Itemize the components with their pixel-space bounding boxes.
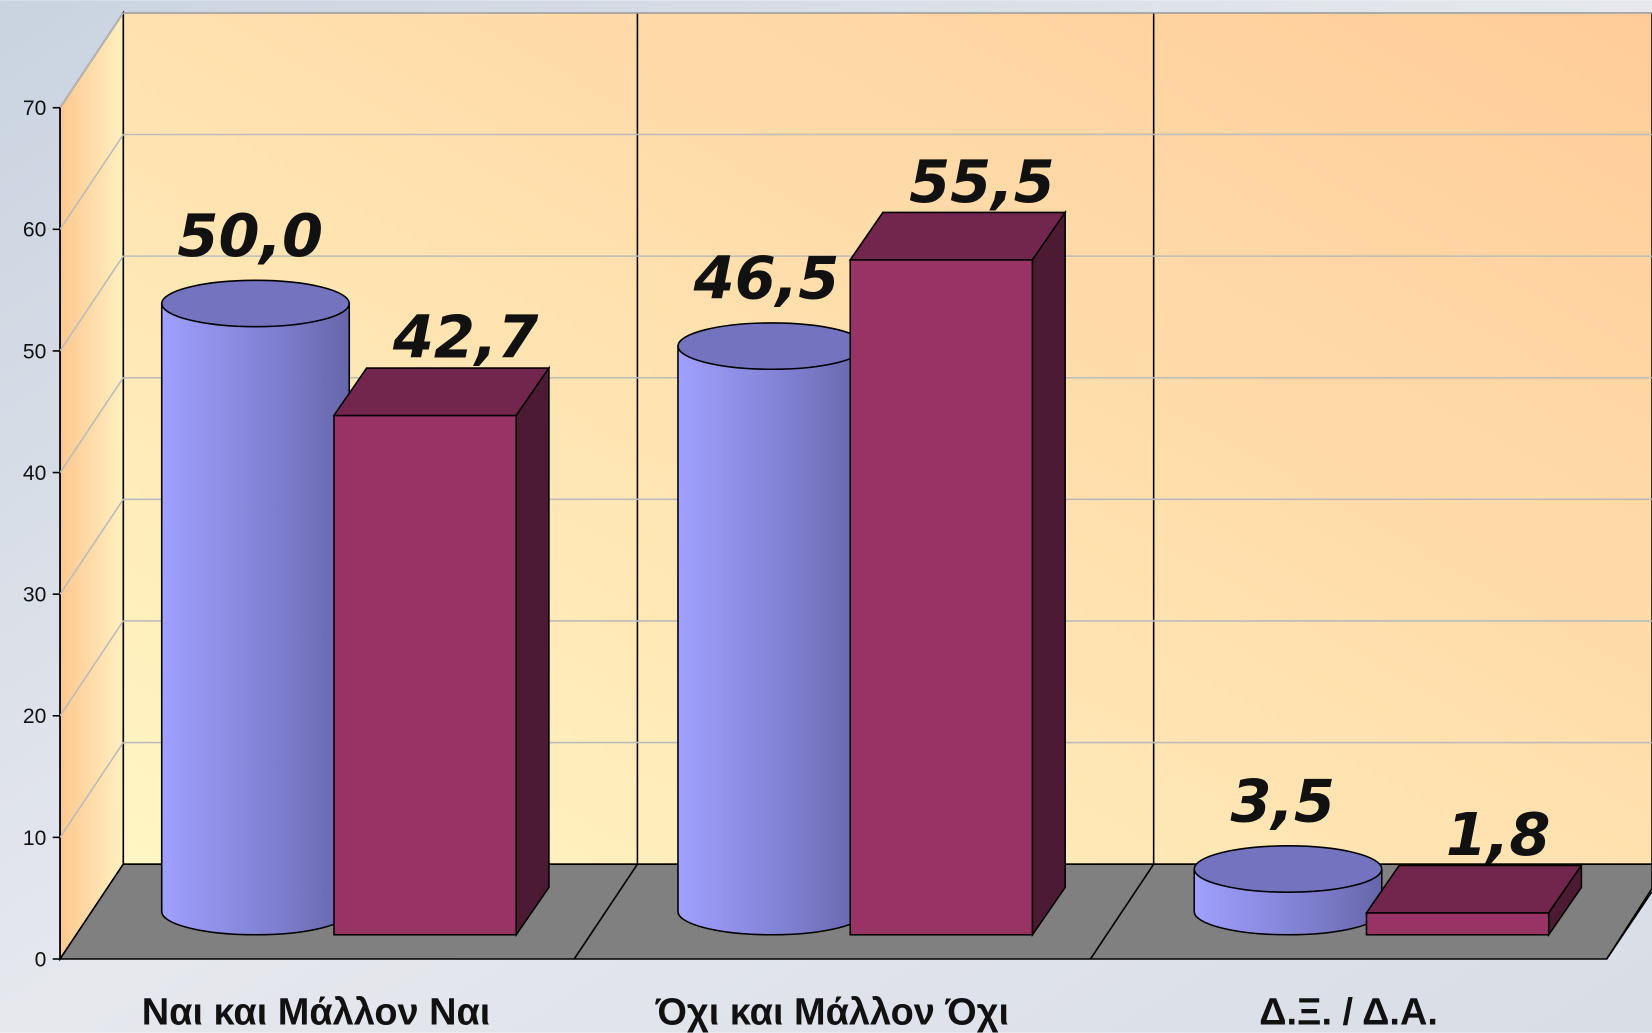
x-tick-label: Ναι και Μάλλον Ναι (142, 991, 491, 1033)
value-label: 42,7 (392, 303, 539, 372)
bar (677, 345, 867, 936)
grid-line (59, 255, 124, 352)
value-label: 55,5 (909, 147, 1055, 216)
bar (849, 259, 1034, 936)
bar-side (1547, 862, 1583, 938)
y-tick-label: 70 (23, 97, 46, 120)
bar-top (848, 211, 1067, 261)
bar-side (1031, 209, 1066, 938)
value-label: 46,5 (693, 244, 840, 313)
y-tick-label: 10 (23, 827, 46, 850)
bar-top (677, 322, 867, 371)
divider (1089, 863, 1155, 960)
grid-line (59, 12, 124, 109)
grid-line (59, 742, 124, 838)
bar-top (1364, 864, 1583, 914)
bar-top (160, 279, 351, 328)
y-tick-label: 30 (23, 584, 46, 607)
bar (1365, 912, 1550, 936)
grid-line (59, 498, 124, 595)
value-label: 50,0 (177, 201, 323, 270)
divider (1606, 891, 1652, 960)
grid-line (59, 377, 124, 473)
y-tick-label: 50 (23, 340, 46, 363)
x-tick-label: Όχι και Μάλλον Όχι (655, 991, 1009, 1033)
bar-top (1193, 845, 1383, 893)
y-tick-label: 60 (23, 219, 46, 242)
y-tick-label: 40 (23, 462, 46, 485)
value-label: 3,5 (1230, 767, 1335, 836)
x-tick-label: Δ.Ξ. / Δ.Α. (1259, 991, 1438, 1033)
side-wall (59, 10, 125, 962)
bar-side (515, 365, 550, 938)
grid-line (59, 620, 124, 717)
grid-line (59, 134, 124, 230)
divider (573, 863, 639, 960)
y-tick-label: 20 (23, 705, 46, 728)
bar (333, 414, 518, 936)
y-tick-label: 0 (35, 948, 47, 971)
value-label: 1,8 (1446, 800, 1551, 869)
bar (160, 302, 351, 936)
bar-top (332, 367, 551, 417)
